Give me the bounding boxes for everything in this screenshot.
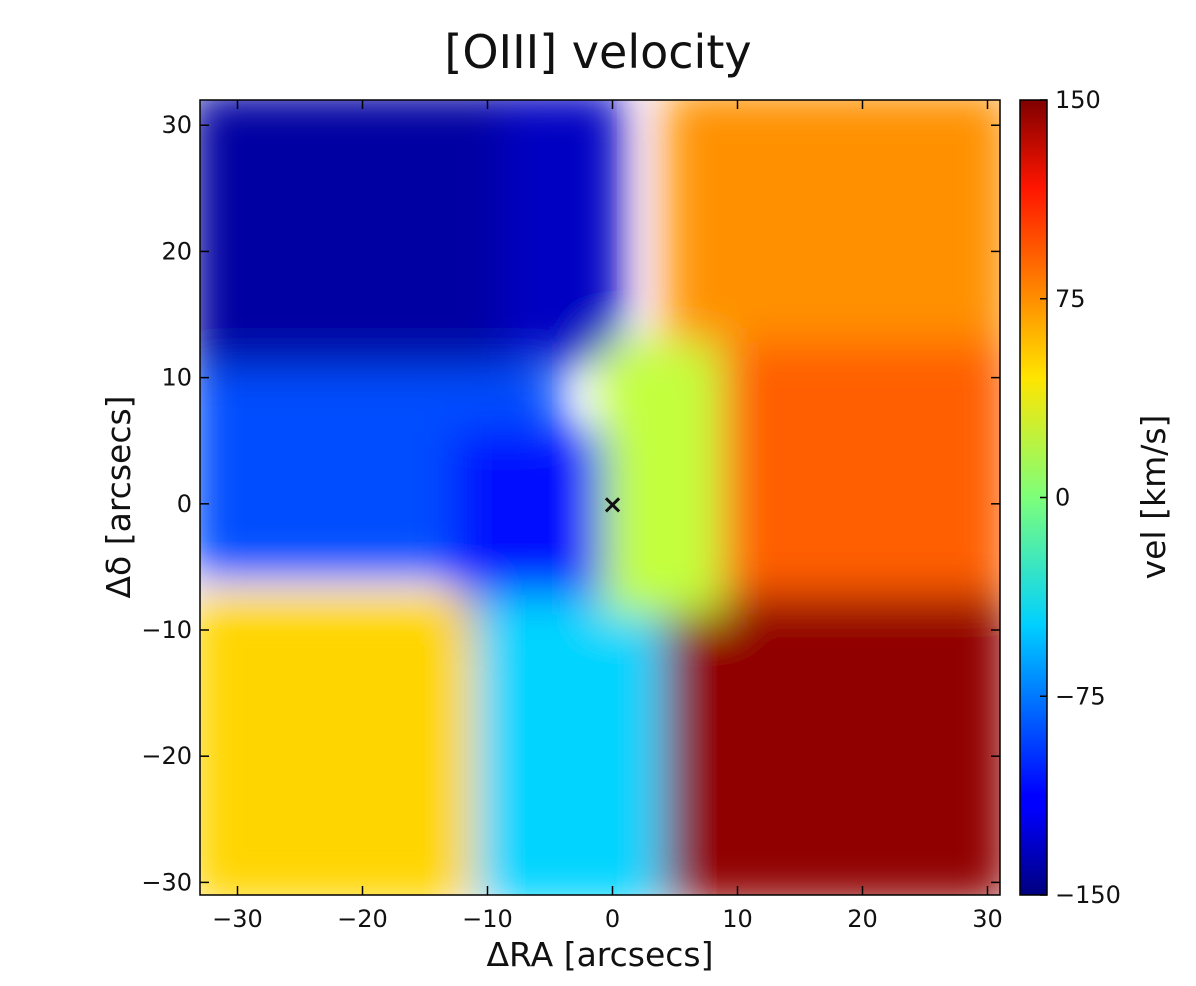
velocity-region-north-center	[502, 100, 623, 363]
colorbar-ticks: −150 −75 0 75 150	[1040, 86, 1121, 909]
y-axis: −30 −20 −10 0 10 20 30	[141, 111, 1000, 896]
x-tick-label: 30	[972, 905, 1003, 933]
x-tick-label: 20	[847, 905, 878, 933]
y-tick-label: 10	[161, 364, 192, 392]
x-tick-label: −10	[462, 905, 513, 933]
plot-frame	[199, 99, 1001, 896]
center-marker: ×	[602, 490, 624, 520]
x-tick-label: 10	[722, 905, 753, 933]
colorbar-label: vel [km/s]	[1134, 415, 1173, 580]
velocity-region-southwest	[665, 594, 1000, 895]
velocity-region-southeast	[200, 594, 473, 895]
velocity-region-north-west	[665, 100, 1000, 363]
y-tick-label: −30	[141, 868, 192, 896]
y-tick-label: 0	[177, 490, 192, 518]
chart-title: [OIII] velocity	[444, 25, 751, 79]
plot-area	[200, 100, 1000, 895]
y-axis-label: Δδ [arcsecs]	[99, 395, 138, 598]
heatmap-layer	[200, 100, 1000, 895]
colorbar-tick-label: 0	[1055, 484, 1070, 512]
y-tick-label: 30	[161, 111, 192, 139]
velocity-region-northeast	[200, 100, 523, 388]
y-tick-label: −10	[141, 616, 192, 644]
colorbar-tick-label: −75	[1055, 682, 1106, 710]
colorbar-tick-label: −150	[1055, 881, 1121, 909]
velocity-region-center-west	[602, 342, 723, 615]
x-axis: −30 −20 −10 0 10 20 30	[212, 100, 1003, 933]
x-tick-label: 0	[605, 905, 620, 933]
x-tick-label: −30	[212, 905, 263, 933]
colorbar-tick-label: 150	[1055, 86, 1101, 114]
center-marker-symbol: ×	[602, 490, 624, 520]
y-tick-label: 20	[161, 237, 192, 265]
colorbar-tick-label: 75	[1055, 285, 1086, 313]
x-tick-label: −20	[337, 905, 388, 933]
y-tick-label: −20	[141, 742, 192, 770]
x-axis-label: ΔRA [arcsecs]	[486, 935, 713, 974]
velocity-region-south-center	[477, 594, 685, 895]
